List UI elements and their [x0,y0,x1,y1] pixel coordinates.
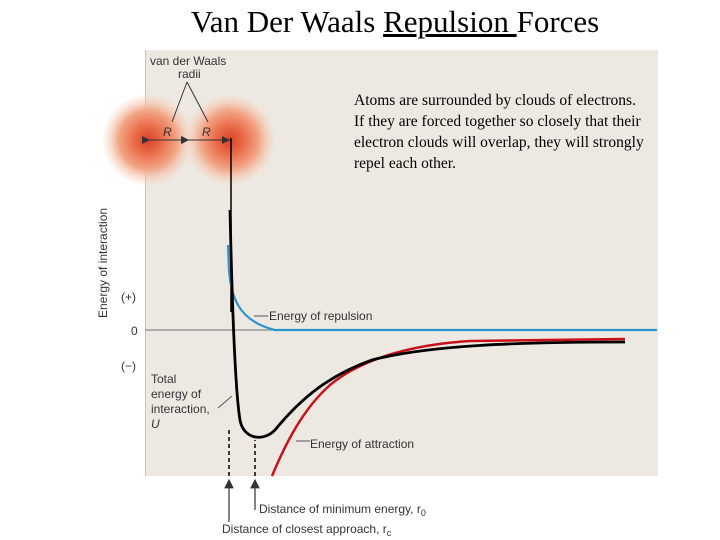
total-label-line-4: U [151,417,160,431]
attraction-label: Energy of attraction [310,437,414,451]
tick-plus: (+) [121,290,136,304]
title-part-2: Forces [516,4,600,39]
slide-title: Van Der Waals Repulsion Forces [0,4,720,40]
tick-zero: 0 [131,324,138,338]
closest-approach-label: Distance of closest approach, rc [222,522,392,538]
vdw-label-line-1: van der Waals [150,54,226,68]
atom-cloud-right [185,95,275,185]
vdw-label-line-2: radii [178,67,201,81]
total-label-line-2: energy of [151,387,202,401]
tick-minus: (−) [121,359,136,373]
repulsion-curve [226,244,657,332]
min-energy-label: Distance of minimum energy, r0 [259,502,426,518]
radius-label-left: R [163,125,172,139]
vdw-pointer-left [171,81,188,123]
explanation-text: Atoms are surrounded by clouds of electr… [354,92,644,172]
title-part-1: Van Der Waals [190,4,384,39]
title-underlined-word: Repulsion [383,4,517,39]
total-label-leader [217,395,233,409]
radius-label-right: R [202,125,211,139]
repulsion-label: Energy of repulsion [269,309,372,323]
attraction-curve [270,337,626,477]
total-label-line-3: interaction, [151,402,210,416]
vdw-pointer-right [186,81,209,123]
y-axis-label: Energy of interaction [96,208,110,318]
total-label-line-1: Total [151,372,176,386]
total-energy-curve [228,209,626,439]
